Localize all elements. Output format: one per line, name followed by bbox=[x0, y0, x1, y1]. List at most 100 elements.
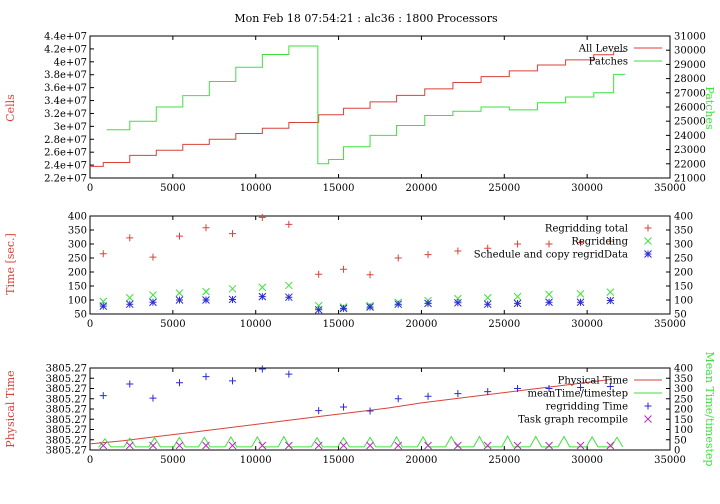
x-tick-label: 25000 bbox=[488, 319, 520, 330]
series-regridding-total-point bbox=[484, 244, 492, 252]
series-regridding-total-point bbox=[99, 250, 107, 258]
y2-tick-label: 250 bbox=[674, 254, 693, 265]
y-tick-label: 350 bbox=[68, 226, 87, 237]
legend-physical-time-label: Physical Time bbox=[558, 376, 628, 387]
series-task-graph-recompile-point bbox=[394, 441, 403, 450]
series-regridding-point bbox=[258, 283, 267, 292]
y-tick-label: 2.2e+07 bbox=[44, 174, 87, 185]
x-tick-label: 0 bbox=[87, 183, 93, 194]
y-tick-label: 3.6e+07 bbox=[44, 83, 87, 94]
y2-tick-label: 150 bbox=[674, 415, 693, 426]
y2-tick-label: 28000 bbox=[674, 74, 706, 85]
time-axis-label: Time [sec.] bbox=[4, 233, 17, 295]
series-regridding-time-point bbox=[394, 395, 402, 403]
series-schedule-and-copy-regriddata-point bbox=[366, 303, 374, 311]
x-tick-label: 20000 bbox=[406, 183, 438, 194]
y2-tick-label: 25000 bbox=[674, 117, 706, 128]
series-schedule-and-copy-regriddata-point bbox=[454, 298, 462, 307]
y2-tick-label: 250 bbox=[674, 394, 693, 405]
series-regridding-time-point bbox=[606, 382, 614, 390]
series-schedule-and-copy-regriddata-point bbox=[202, 296, 210, 304]
x-tick-label: 25000 bbox=[488, 455, 520, 466]
y2-tick-label: 23000 bbox=[674, 145, 706, 156]
y2-tick-label: 300 bbox=[674, 240, 693, 251]
series-regridding-time-point bbox=[424, 392, 432, 400]
mean-time-axis-label: Mean Time/timestep bbox=[703, 352, 716, 467]
series-task-graph-recompile-point bbox=[314, 441, 323, 450]
series-regridding-total-point bbox=[149, 253, 157, 261]
y2-tick-label: 50 bbox=[674, 310, 687, 321]
series-patches-line bbox=[106, 45, 626, 165]
series-regridding-total-point bbox=[424, 251, 432, 259]
legend-schedule-and-copy-regriddata-label: Schedule and copy regridData bbox=[474, 250, 628, 261]
y2-tick-label: 31000 bbox=[674, 32, 706, 43]
x-tick-label: 25000 bbox=[488, 183, 520, 194]
y-tick-label: 2.4e+07 bbox=[44, 161, 87, 172]
series-task-graph-recompile-point bbox=[285, 441, 293, 450]
series-regridding-total-point bbox=[514, 240, 522, 248]
x-tick-label: 10000 bbox=[240, 455, 272, 466]
series-regridding-point bbox=[149, 291, 157, 299]
series-schedule-and-copy-regriddata-point bbox=[285, 293, 293, 302]
chart-cells-patches: Cells Patches 0 5000 10000 15000 20000 25000 3… bbox=[4, 32, 716, 195]
y-tick-label: 3e+07 bbox=[54, 122, 87, 133]
series-regridding-time-point bbox=[126, 380, 134, 388]
series-physical-time-line bbox=[89, 378, 613, 445]
y-tick-label: 2.8e+07 bbox=[44, 135, 87, 146]
series-task-graph-recompile-point bbox=[576, 441, 585, 450]
y-tick-label: 3.4e+07 bbox=[44, 96, 87, 107]
x-tick-label: 20000 bbox=[406, 319, 438, 330]
series-regridding-total-point bbox=[545, 240, 553, 248]
series-meantime-timestep-line bbox=[98, 434, 624, 448]
series-regridding-time-point bbox=[545, 385, 553, 392]
physical-time-axis-label: Physical Time bbox=[4, 370, 17, 447]
series-task-graph-recompile-point bbox=[454, 441, 462, 450]
series-schedule-and-copy-regriddata-point bbox=[545, 298, 553, 307]
y2-tick-label: 350 bbox=[674, 374, 693, 385]
series-schedule-and-copy-regriddata-point bbox=[394, 300, 403, 309]
series-task-graph-recompile-point bbox=[545, 441, 553, 450]
series-regridding-point bbox=[175, 289, 184, 297]
series-regridding-total-point bbox=[340, 265, 348, 273]
series-regridding-time-point bbox=[202, 373, 210, 381]
y-tick-label: 400 bbox=[68, 212, 87, 223]
legend-meantime-timestep-label: meanTime/timestep bbox=[527, 389, 628, 400]
y-tick-label: 3805.27 bbox=[46, 374, 87, 385]
y2-tick-label: 350 bbox=[674, 226, 693, 237]
series-schedule-and-copy-regriddata-point bbox=[424, 299, 432, 308]
series-schedule-and-copy-regriddata-point bbox=[149, 298, 157, 307]
series-regridding-time-point bbox=[315, 407, 323, 415]
x-tick-label: 35000 bbox=[654, 319, 686, 330]
series-schedule-and-copy-regriddata-point bbox=[483, 300, 492, 309]
series-task-graph-recompile-point bbox=[606, 441, 615, 450]
series-task-graph-recompile-point bbox=[202, 441, 210, 450]
series-task-graph-recompile-point bbox=[513, 441, 522, 450]
legend-regridding-time-key bbox=[644, 402, 652, 410]
y2-tick-label: 300 bbox=[674, 384, 693, 395]
series-task-graph-recompile-point bbox=[258, 441, 267, 450]
series-regridding-point bbox=[513, 292, 522, 301]
y2-tick-label: 100 bbox=[674, 425, 693, 436]
patches-axis-label: Patches bbox=[703, 86, 716, 130]
x-tick-label: 5000 bbox=[160, 183, 185, 194]
series-regridding-point bbox=[125, 293, 134, 302]
y2-tick-label: 0 bbox=[674, 446, 680, 457]
series-regridding-time-point bbox=[514, 385, 522, 392]
series-schedule-and-copy-regriddata-point bbox=[258, 292, 267, 301]
y2-tick-label: 27000 bbox=[674, 88, 706, 99]
y-tick-label: 3805.27 bbox=[46, 435, 87, 446]
x-tick-label: 5000 bbox=[160, 455, 185, 466]
y2-tick-label: 26000 bbox=[674, 103, 706, 114]
series-schedule-and-copy-regriddata-point bbox=[513, 299, 522, 308]
series-regridding-total-point bbox=[315, 270, 323, 278]
x-tick-label: 20000 bbox=[406, 455, 438, 466]
series-task-graph-recompile-point bbox=[483, 441, 492, 450]
series-regridding-total-point bbox=[285, 220, 293, 228]
y2-tick-label: 24000 bbox=[674, 131, 706, 142]
x-tick-label: 15000 bbox=[323, 183, 355, 194]
legend-task-graph-recompile-label: Task graph recompile bbox=[518, 415, 628, 426]
series-task-graph-recompile-point bbox=[99, 441, 108, 450]
x-tick-label: 0 bbox=[87, 319, 93, 330]
series-regridding-point bbox=[483, 293, 492, 302]
legend-regridding-label: Regridding bbox=[571, 237, 628, 248]
